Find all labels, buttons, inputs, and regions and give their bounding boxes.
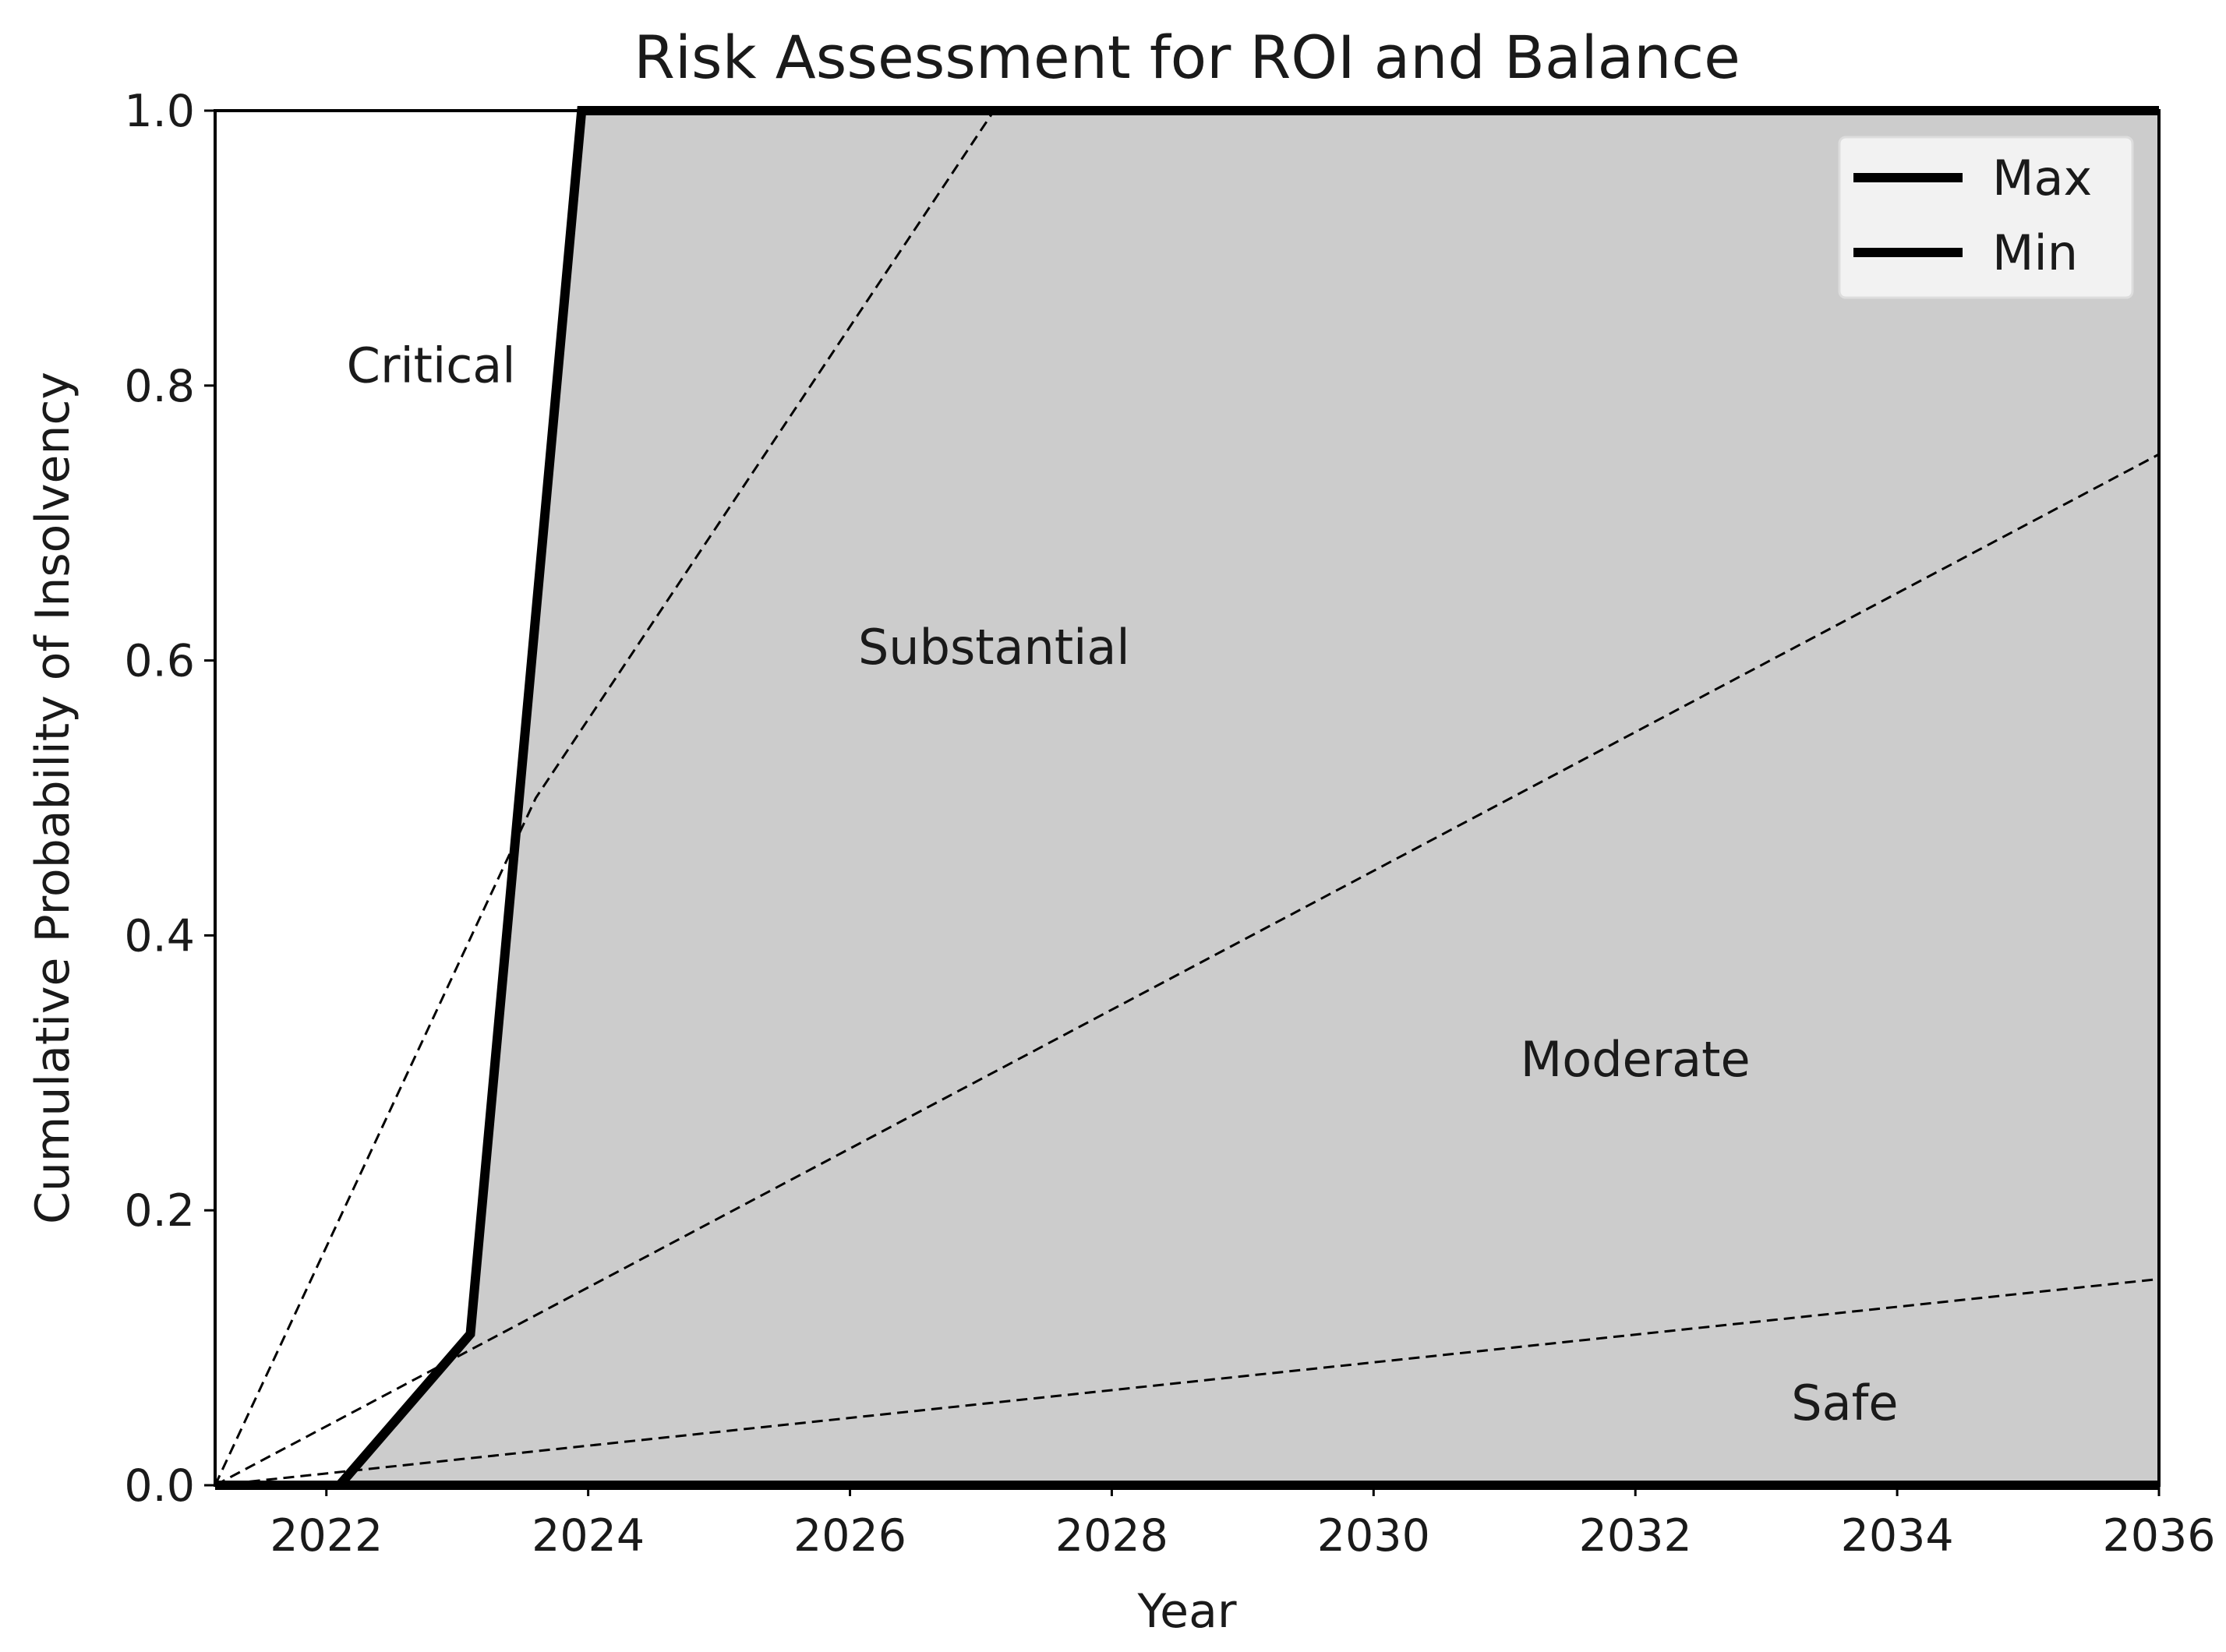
region-label-substantial: Substantial bbox=[858, 619, 1130, 676]
reference-lines bbox=[214, 110, 2160, 1487]
x-tick-label: 2032 bbox=[1579, 1510, 1692, 1562]
y-tick-label: 0.8 bbox=[124, 361, 195, 412]
x-tick-label: 2024 bbox=[532, 1510, 645, 1562]
region-label-moderate: Moderate bbox=[1521, 1031, 1751, 1088]
y-tick-label: 0.6 bbox=[124, 636, 195, 687]
y-tick-label: 0.0 bbox=[124, 1460, 195, 1512]
x-tick-label: 2028 bbox=[1055, 1510, 1168, 1562]
x-tick-label: 2026 bbox=[793, 1510, 906, 1562]
y-axis-label: Cumulative Probability of Insolvency bbox=[26, 372, 80, 1224]
y-tick-label: 0.4 bbox=[124, 910, 195, 962]
region-label-critical: Critical bbox=[347, 337, 516, 394]
y-axis-ticks: 0.0 0.2 0.4 0.6 0.8 1.0 bbox=[124, 86, 215, 1512]
region-label-safe: Safe bbox=[1791, 1375, 1898, 1431]
chart-title: Risk Assessment for ROI and Balance bbox=[634, 23, 1740, 92]
x-tick-label: 2036 bbox=[2102, 1510, 2215, 1562]
plot-frame bbox=[214, 109, 2161, 1487]
legend-label-max: Max bbox=[1992, 150, 2092, 206]
y-tick-label: 1.0 bbox=[124, 86, 195, 137]
x-axis-label: Year bbox=[1136, 1584, 1236, 1639]
reference-line-2 bbox=[214, 453, 2160, 1487]
y-tick-label: 0.2 bbox=[124, 1185, 195, 1237]
x-tick-label: 2022 bbox=[270, 1510, 383, 1562]
x-tick-label: 2030 bbox=[1317, 1510, 1430, 1562]
legend: Max Min bbox=[1838, 136, 2134, 299]
legend-label-min: Min bbox=[1992, 224, 2078, 281]
region-annotations: Critical Substantial Moderate Safe bbox=[347, 337, 1899, 1431]
x-tick-label: 2034 bbox=[1841, 1510, 1954, 1562]
risk-band-fill bbox=[215, 111, 2159, 1485]
reference-line-1 bbox=[214, 110, 995, 1486]
x-axis-ticks: 2022 2024 2026 2028 2030 2032 2034 2036 bbox=[270, 1485, 2216, 1562]
